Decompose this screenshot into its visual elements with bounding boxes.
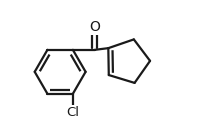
Text: Cl: Cl	[66, 106, 79, 119]
Text: O: O	[89, 20, 100, 34]
